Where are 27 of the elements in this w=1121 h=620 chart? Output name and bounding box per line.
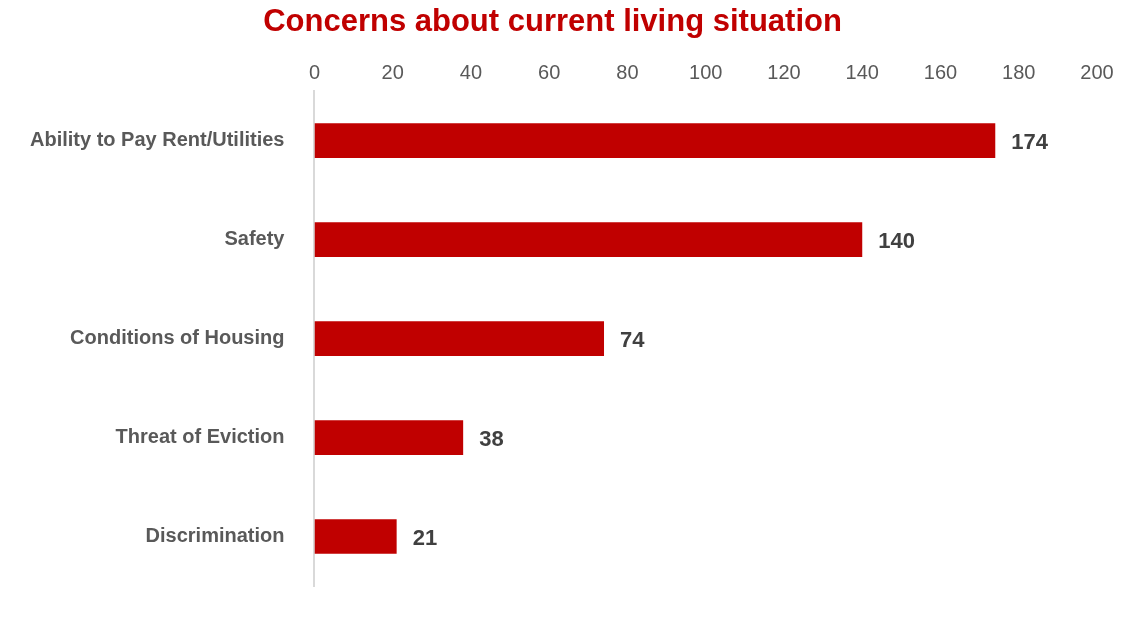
data-label: 21 [412, 524, 438, 550]
bar [314, 420, 464, 455]
bar [314, 519, 397, 554]
bar [314, 321, 605, 356]
y-tick-label: Threat of Eviction [115, 425, 285, 448]
x-tick-label: 0 [308, 60, 321, 83]
x-tick-label: 200 [1080, 60, 1114, 83]
y-tick-label: Safety [224, 227, 286, 250]
y-tick-label: Ability to Pay Rent/Utilities [30, 128, 285, 151]
bar [314, 222, 863, 257]
x-tick-label: 100 [689, 60, 723, 83]
x-tick-label: 160 [923, 60, 958, 83]
y-tick-label: Discrimination [145, 524, 285, 547]
x-tick-label: 20 [381, 60, 404, 83]
data-label: 38 [479, 425, 504, 451]
chart-title: Concerns about current living situation [263, 3, 842, 39]
x-tick-label: 60 [538, 60, 561, 83]
x-tick-label: 180 [1002, 60, 1036, 83]
x-tick-label: 40 [459, 60, 483, 83]
x-tick-label: 80 [616, 60, 639, 83]
data-label: 74 [620, 326, 646, 352]
x-tick-label: 120 [767, 60, 801, 83]
y-tick-label: Conditions of Housing [70, 326, 285, 349]
data-label: 140 [878, 227, 915, 253]
bar [314, 123, 996, 158]
data-label: 174 [1011, 128, 1049, 154]
x-tick-label: 140 [845, 60, 879, 83]
